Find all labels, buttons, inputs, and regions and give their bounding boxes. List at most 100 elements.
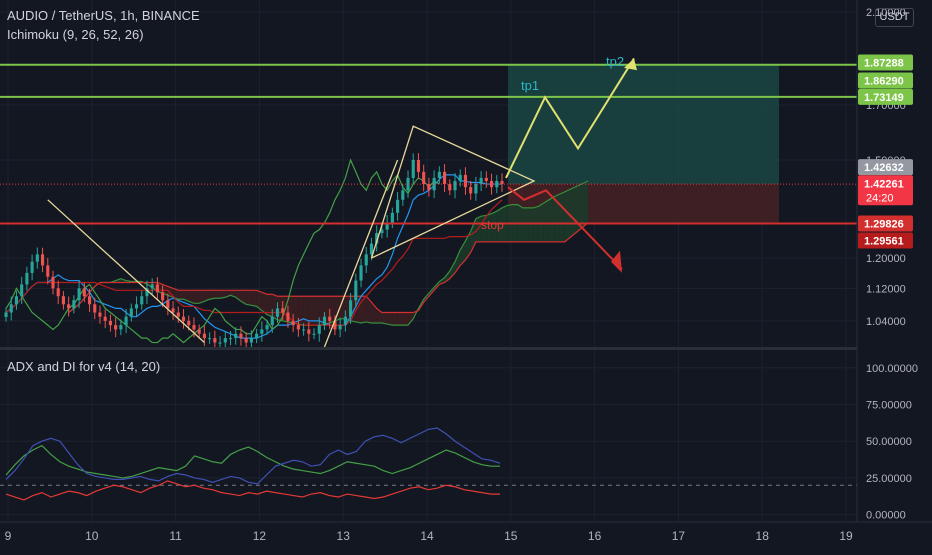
price-tick-label: 1.04000 bbox=[866, 316, 906, 328]
cloud-segment bbox=[465, 231, 471, 260]
candle-body bbox=[437, 171, 441, 178]
cloud-segment bbox=[214, 290, 221, 299]
candle-body bbox=[176, 312, 180, 317]
candle-body bbox=[93, 304, 97, 313]
horizontal-lines[interactable] bbox=[0, 63, 857, 225]
cloud-segment bbox=[246, 290, 252, 306]
candle-body bbox=[479, 177, 483, 185]
cloud-segment bbox=[361, 296, 367, 324]
candle-body bbox=[234, 333, 238, 339]
ichimoku-legend[interactable]: Ichimoku (9, 26, 52, 26) bbox=[7, 27, 144, 42]
candle-body bbox=[218, 342, 222, 344]
cloud-segment bbox=[449, 261, 456, 279]
candle-body bbox=[166, 300, 170, 309]
cloud-segment bbox=[261, 292, 268, 315]
cloud-segment bbox=[303, 296, 309, 326]
candle-body bbox=[307, 329, 311, 334]
di-minus-line bbox=[5, 480, 500, 501]
candle-body bbox=[443, 171, 447, 185]
triangle-pattern[interactable] bbox=[370, 125, 536, 259]
cloud-segment bbox=[460, 240, 466, 266]
bullish-projection-path[interactable] bbox=[505, 57, 635, 179]
cloud-segment bbox=[251, 290, 257, 307]
price-tick-label: 1.20000 bbox=[866, 253, 906, 265]
descending-trendline[interactable] bbox=[47, 199, 205, 344]
time-tick-label: 10 bbox=[85, 529, 99, 543]
pane-divider[interactable] bbox=[0, 347, 857, 350]
bearish-projection-arrowhead bbox=[611, 250, 622, 273]
candle-body bbox=[108, 320, 112, 326]
time-tick-label: 19 bbox=[839, 529, 853, 543]
price-tag-value: 1.29826 bbox=[864, 218, 904, 230]
bearish-projection-path[interactable] bbox=[507, 186, 623, 270]
candle-body bbox=[390, 212, 394, 223]
candles bbox=[4, 153, 504, 347]
candle-body bbox=[25, 272, 29, 285]
candle-body bbox=[187, 320, 191, 326]
adx-tick-label: 0.00000 bbox=[866, 510, 906, 522]
candle-body bbox=[124, 316, 128, 326]
cloud-segment bbox=[366, 296, 372, 324]
price-tag-value: 1.29561 bbox=[864, 235, 904, 247]
cloud-segment bbox=[387, 312, 393, 326]
price-tick-label: 1.12000 bbox=[866, 283, 906, 295]
candle-body bbox=[265, 325, 269, 330]
cloud-segment bbox=[183, 290, 189, 302]
stop-label: stop bbox=[481, 218, 504, 232]
cloud-segment bbox=[402, 312, 409, 326]
candle-body bbox=[495, 180, 499, 188]
symbol-title[interactable]: AUDIO / TetherUS, 1h, BINANCE bbox=[7, 8, 200, 23]
candle-body bbox=[4, 312, 8, 317]
candle-body bbox=[416, 159, 421, 172]
candle-body bbox=[119, 325, 123, 330]
price-labels: 1.87288 1.86290 1.73149 1.42632 1.42261 24:20… bbox=[858, 54, 913, 249]
candle-body bbox=[134, 304, 139, 309]
candle-body bbox=[35, 254, 39, 262]
cloud-segment bbox=[204, 290, 210, 302]
di-plus-line bbox=[5, 427, 501, 485]
candle-body bbox=[448, 184, 452, 191]
cloud-segment bbox=[298, 296, 304, 326]
adx-legend[interactable]: ADX and DI for v4 (14, 20) bbox=[7, 359, 161, 374]
adx-tick-label: 100.00000 bbox=[866, 363, 918, 375]
drawings[interactable] bbox=[47, 57, 637, 348]
candle-body bbox=[364, 254, 368, 266]
price-tag-value: 1.73149 bbox=[864, 92, 904, 104]
time-tick-label: 18 bbox=[756, 529, 770, 543]
candle-body bbox=[385, 222, 389, 230]
cloud-segment bbox=[256, 290, 262, 311]
adx-tick-label: 25.00000 bbox=[866, 473, 912, 485]
candle-body bbox=[333, 320, 337, 330]
price-tag bbox=[858, 159, 913, 176]
candle-body bbox=[171, 308, 175, 313]
candle-body bbox=[72, 300, 76, 309]
cloud-segment bbox=[392, 312, 398, 326]
cloud-segment bbox=[240, 290, 247, 305]
adx-axis: 100.00000 75.00000 50.00000 25.00000 0.00000 bbox=[866, 363, 918, 522]
cloud-segment bbox=[496, 207, 502, 242]
support-trendline[interactable] bbox=[323, 159, 399, 348]
candle-body bbox=[255, 333, 259, 339]
candle-body bbox=[328, 316, 332, 321]
cloud-segment bbox=[314, 296, 320, 326]
candle-body bbox=[46, 265, 50, 277]
candle-body bbox=[181, 316, 186, 321]
candle-body bbox=[197, 329, 201, 334]
currency-badge[interactable]: USDT bbox=[875, 8, 914, 27]
candle-body bbox=[375, 233, 379, 244]
cloud-segment bbox=[559, 191, 565, 242]
adx-line bbox=[5, 444, 500, 479]
candle-body bbox=[281, 308, 285, 313]
cloud-segment bbox=[381, 312, 388, 325]
candle-body bbox=[427, 184, 431, 191]
candle-body bbox=[322, 316, 327, 326]
tenkan-sen-line bbox=[5, 174, 502, 339]
candle-body bbox=[354, 280, 358, 301]
kijun-sen-line bbox=[5, 199, 503, 326]
price-tag bbox=[858, 88, 913, 105]
candle-body bbox=[213, 338, 217, 343]
time-axis[interactable]: 9 10 11 12 13 14 15 16 17 18 19 bbox=[0, 521, 932, 543]
price-tag-value: 1.42632 bbox=[864, 162, 904, 174]
